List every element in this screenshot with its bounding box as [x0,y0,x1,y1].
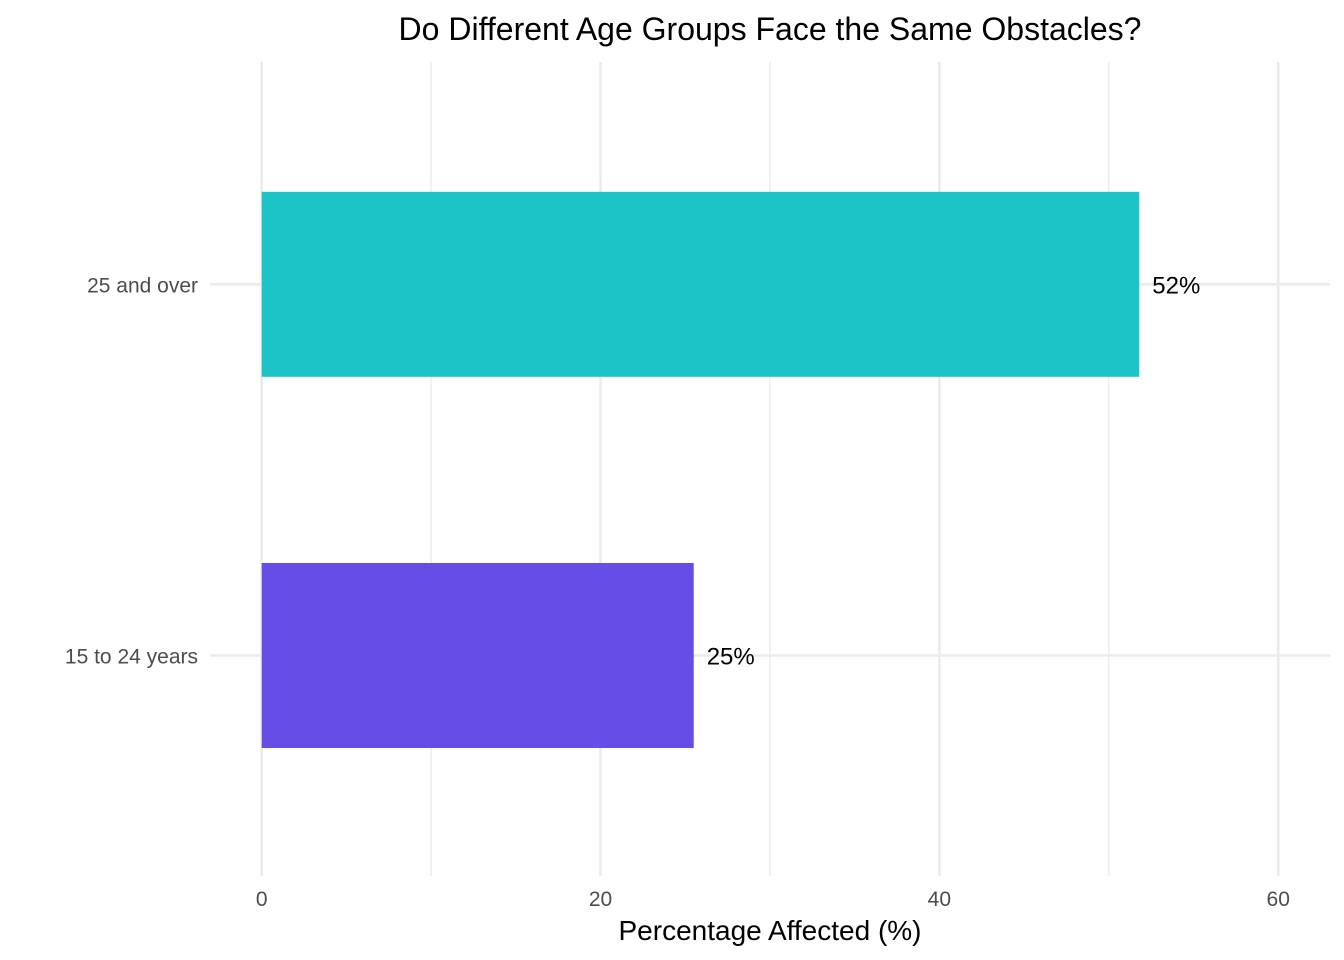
data-label: 52% [1152,272,1200,299]
data-label: 25% [707,644,755,671]
x-tick-label: 60 [1267,888,1290,911]
x-tick-label: 20 [589,888,612,911]
x-tick-label: 40 [928,888,951,911]
data-labels: 25% 52% [707,272,1201,670]
x-axis-ticks: 0 20 40 60 [256,888,1290,911]
y-tick-label: 25 and over [87,274,198,297]
bar [261,191,1140,377]
bars [261,191,1140,748]
bar [261,563,694,748]
y-tick-label: 15 to 24 years [65,646,198,669]
x-tick-label: 0 [256,888,268,911]
x-axis-title: Percentage Affected (%) [619,915,922,946]
y-axis-ticks: 15 to 24 years 25 and over [65,274,198,668]
chart-title: Do Different Age Groups Face the Same Ob… [399,11,1142,47]
